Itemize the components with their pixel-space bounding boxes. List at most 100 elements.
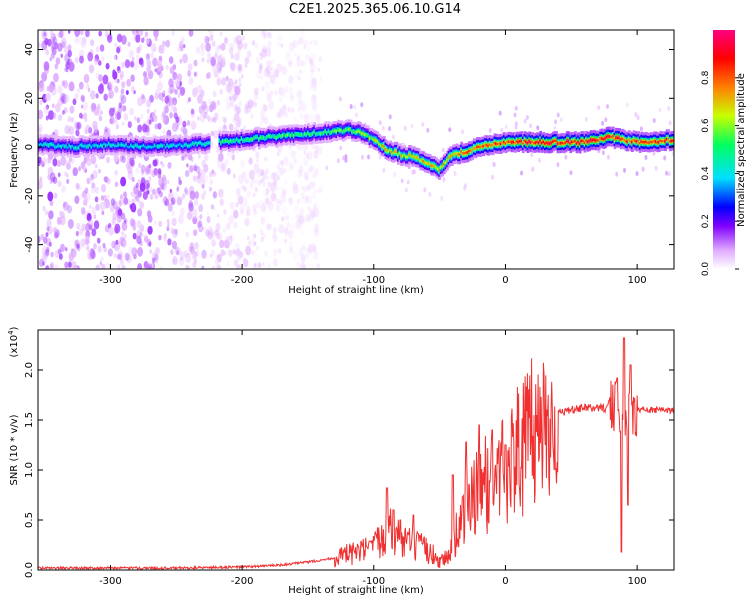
- noise-blob: [176, 185, 180, 190]
- noise-blob: [206, 115, 211, 122]
- noise-blob: [288, 42, 295, 52]
- noise-blob: [91, 102, 97, 111]
- noise-blob: [221, 77, 227, 86]
- noise-blob: [38, 82, 45, 93]
- ridge-cell: [352, 130, 356, 133]
- noise-blob: [129, 107, 134, 116]
- noise-blob: [164, 95, 170, 104]
- noise-blob: [171, 210, 175, 216]
- noise-blob: [226, 169, 230, 174]
- noise-blob: [257, 179, 262, 187]
- noise-blob: [299, 207, 303, 213]
- noise-blob: [64, 171, 68, 177]
- noise-blob: [123, 233, 127, 239]
- noise-blob: [309, 208, 312, 213]
- noise-blob: [270, 192, 277, 202]
- noise-blob: [68, 61, 75, 72]
- noise-blob: [94, 196, 99, 203]
- noise-blob: [170, 249, 174, 255]
- noise-blob: [83, 195, 88, 203]
- noise-blob: [255, 57, 260, 64]
- ridge-cell: [495, 142, 498, 145]
- ridge-cell: [235, 138, 239, 141]
- noise-blob: [131, 176, 135, 182]
- noise-blob: [264, 197, 270, 205]
- noise-blob: [260, 217, 266, 225]
- ridge-cell: [308, 133, 312, 136]
- noise-blob: [241, 171, 247, 179]
- ridge-cell: [629, 139, 633, 143]
- ridge-cell: [218, 139, 222, 142]
- noise-blob: [219, 89, 223, 95]
- noise-blob: [53, 263, 59, 269]
- noise-blob: [124, 59, 131, 69]
- noise-blob: [259, 121, 263, 127]
- noise-blob: [410, 123, 414, 129]
- noise-blob: [197, 174, 200, 179]
- ridge-cell: [250, 138, 253, 141]
- noise-blob: [297, 37, 303, 46]
- noise-blob: [106, 156, 110, 164]
- noise-blob: [274, 90, 278, 96]
- noise-blob: [223, 124, 227, 130]
- noise-blob: [229, 201, 235, 210]
- noise-blob: [113, 55, 117, 60]
- ridge-cell: [634, 139, 637, 142]
- noise-blob: [76, 243, 80, 249]
- noise-blob: [107, 248, 113, 257]
- noise-blob: [143, 233, 147, 239]
- noise-blob: [310, 68, 314, 75]
- noise-blob: [267, 31, 272, 40]
- noise-blob: [263, 104, 268, 112]
- noise-blob: [604, 117, 608, 123]
- noise-blob: [84, 235, 91, 246]
- noise-blob: [272, 248, 278, 257]
- noise-blob: [388, 126, 392, 132]
- noise-blob: [169, 84, 175, 94]
- noise-blob: [154, 123, 159, 130]
- noise-blob: [230, 249, 234, 255]
- noise-blob: [172, 259, 176, 264]
- noise-blob: [269, 66, 273, 72]
- noise-blob: [190, 120, 197, 130]
- noise-blob: [38, 43, 41, 48]
- noise-blob: [162, 40, 166, 47]
- noise-blob: [93, 125, 98, 133]
- noise-blob: [166, 218, 170, 224]
- noise-blob: [304, 195, 309, 202]
- noise-blob: [225, 83, 232, 93]
- ridge-cell: [314, 133, 318, 136]
- noise-blob: [281, 188, 287, 196]
- noise-blob: [97, 103, 101, 109]
- ridge-cell: [303, 132, 307, 136]
- noise-blob: [215, 53, 219, 59]
- noise-blob: [267, 181, 271, 188]
- noise-blob: [220, 249, 225, 257]
- ridge-cell: [651, 140, 655, 144]
- noise-blob: [265, 60, 268, 65]
- x-tick-label: -200: [231, 275, 254, 286]
- noise-blob: [254, 186, 259, 193]
- noise-blob: [634, 112, 638, 118]
- noise-blob: [310, 210, 316, 219]
- ridge-cell: [529, 141, 533, 144]
- noise-blob: [228, 123, 234, 131]
- noise-blob: [163, 104, 169, 114]
- ridge-cell: [547, 142, 550, 145]
- noise-blob: [99, 44, 105, 52]
- noise-blob: [123, 113, 129, 121]
- noise-blob: [229, 233, 235, 242]
- ridge-cell: [63, 145, 67, 148]
- noise-blob: [168, 78, 174, 88]
- ridge-cell: [479, 145, 483, 149]
- spectrogram-x-label: Height of straight line (km): [288, 285, 424, 296]
- noise-blob: [149, 186, 153, 193]
- noise-blob: [300, 254, 306, 263]
- noise-blob: [263, 116, 269, 125]
- noise-blob: [108, 226, 114, 236]
- ridge-cell: [498, 142, 501, 145]
- noise-blob: [312, 77, 317, 86]
- noise-blob: [166, 179, 170, 185]
- noise-blob: [190, 156, 194, 162]
- ridge-cell: [54, 145, 57, 149]
